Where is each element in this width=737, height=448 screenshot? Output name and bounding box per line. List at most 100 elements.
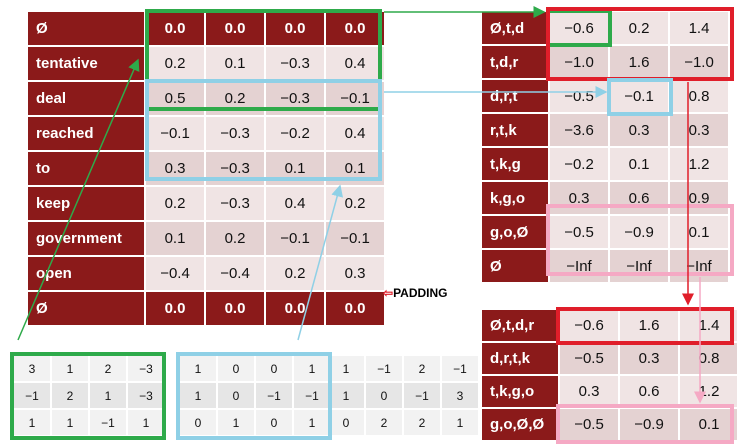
filter-value: 0 [328, 410, 364, 435]
pool-value: −0.5 [560, 343, 618, 374]
pool-value: 1.4 [680, 310, 737, 341]
embedding-value: 0.4 [326, 47, 384, 80]
embedding-value: 0.0 [326, 12, 384, 45]
embedding-table: Ø 0.0 0.0 0.0 0.0 tentative 0.2 0.1 −0.3 0.4 deal 0… [28, 12, 384, 325]
filter-value: 2 [404, 356, 440, 381]
filter-matrix-plain: 1 −1 2 −1 1 0 −1 3 0 2 2 1 [328, 356, 478, 435]
embedding-value: 0.2 [266, 257, 324, 290]
filter-value: 1 [14, 410, 50, 435]
embedding-value: 0.1 [146, 222, 204, 255]
conv-value: 0.3 [550, 182, 608, 214]
conv-value: 0.9 [670, 182, 728, 214]
filter-value: 2 [404, 410, 440, 435]
conv-value: 0.6 [610, 182, 668, 214]
filter-value: 1 [128, 410, 164, 435]
embedding-value: 0.0 [146, 292, 204, 325]
row-label: reached [28, 117, 144, 150]
embedding-value: −0.2 [266, 117, 324, 150]
conv-value: −Inf [670, 250, 728, 282]
pool-value: −0.5 [560, 409, 618, 440]
conv-value: 0.8 [670, 80, 728, 112]
embedding-value: 0.4 [266, 187, 324, 220]
convolution-output-table: Ø,t,d −0.6 0.2 1.4 t,d,r −1.0 1.6 −1.0 d,r,t −0.5… [482, 12, 728, 282]
pool-value: −0.6 [560, 310, 618, 341]
embedding-value: −0.3 [206, 117, 264, 150]
filter-value: 1 [442, 410, 478, 435]
padding-arrow-icon: ⇦ [383, 286, 394, 300]
embedding-value: 0.0 [146, 12, 204, 45]
trigram-label: t,d,r [482, 46, 548, 78]
pooled-label: Ø,t,d,r [482, 310, 558, 341]
filter-value: −1 [294, 383, 330, 408]
embedding-value: 0.1 [206, 47, 264, 80]
filter-value: −1 [14, 383, 50, 408]
pool-value: 0.3 [560, 376, 618, 407]
padding-text: PADDING [393, 286, 448, 300]
embedding-value: −0.4 [146, 257, 204, 290]
conv-value: 0.3 [610, 114, 668, 146]
pool-value: 0.3 [620, 343, 678, 374]
conv-value: 1.4 [670, 12, 728, 44]
embedding-value: −0.4 [206, 257, 264, 290]
embedding-value: 0.3 [326, 257, 384, 290]
filter-value: 1 [52, 356, 88, 381]
filter-value: 2 [52, 383, 88, 408]
filter-value: −3 [128, 383, 164, 408]
trigram-label: Ø [482, 250, 548, 282]
filter-value: −1 [442, 356, 478, 381]
filter-value: 1 [328, 356, 364, 381]
max-pooling-table: Ø,t,d,r −0.6 1.6 1.4 d,r,t,k −0.5 0.3 0.8 t,k,g,… [482, 310, 737, 440]
conv-value: −Inf [610, 250, 668, 282]
filter-value: 1 [180, 356, 216, 381]
conv-value: −0.5 [550, 216, 608, 248]
embedding-value: −0.1 [266, 222, 324, 255]
conv-value: −0.9 [610, 216, 668, 248]
pool-value: 1.6 [620, 310, 678, 341]
conv-value: −3.6 [550, 114, 608, 146]
filter-value: 1 [52, 410, 88, 435]
filter-value: −1 [366, 356, 402, 381]
embedding-value: 0.0 [326, 292, 384, 325]
embedding-value: 0.0 [206, 292, 264, 325]
filter-value: 0 [256, 410, 292, 435]
conv-value: −1.0 [670, 46, 728, 78]
trigram-label: r,t,k [482, 114, 548, 146]
row-label: Ø [28, 292, 144, 325]
trigram-label: k,g,o [482, 182, 548, 214]
pooled-label: g,o,Ø,Ø [482, 409, 558, 440]
blue-filter-arrow [297, 184, 344, 341]
green-filter-arrow [17, 58, 140, 341]
pool-value: 0.6 [620, 376, 678, 407]
pool-value: 0.8 [680, 343, 737, 374]
filter-value: −1 [404, 383, 440, 408]
trigram-label: g,o,Ø [482, 216, 548, 248]
conv-value: −0.6 [550, 12, 608, 44]
filter-value: −1 [256, 383, 292, 408]
embedding-value: −0.3 [206, 187, 264, 220]
filter-value: 1 [294, 356, 330, 381]
embedding-value: 0.2 [206, 222, 264, 255]
embedding-value: 0.4 [326, 117, 384, 150]
row-label: to [28, 152, 144, 185]
filter-value: 1 [218, 410, 254, 435]
conv-value: −0.1 [610, 80, 668, 112]
conv-value: 1.2 [670, 148, 728, 180]
padding-label: ⇦PADDING [383, 286, 448, 300]
filter-value: 0 [366, 383, 402, 408]
embedding-value: −0.1 [146, 117, 204, 150]
filter-value: 2 [366, 410, 402, 435]
filter-value: 1 [328, 383, 364, 408]
row-label: Ø [28, 12, 144, 45]
embedding-value: 0.0 [266, 292, 324, 325]
filter-value: −3 [128, 356, 164, 381]
filter-value: 3 [442, 383, 478, 408]
conv-value: −Inf [550, 250, 608, 282]
row-label: open [28, 257, 144, 290]
conv-value: 0.3 [670, 114, 728, 146]
pool-value: 0.1 [680, 409, 737, 440]
filter-value: 1 [180, 383, 216, 408]
row-label: tentative [28, 47, 144, 80]
filter-value: 0 [180, 410, 216, 435]
pooled-label: t,k,g,o [482, 376, 558, 407]
